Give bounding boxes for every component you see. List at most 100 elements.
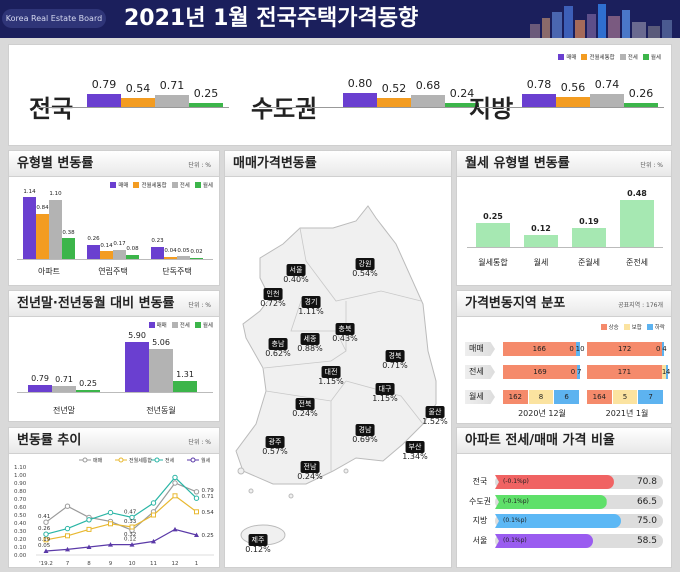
region-name: 지방 bbox=[469, 95, 514, 123]
legend-label: 전월세통합 bbox=[129, 457, 152, 464]
distribution-segment: 166 bbox=[503, 342, 576, 356]
value-label: 0.71 bbox=[159, 78, 185, 92]
legend-item: 보합 bbox=[623, 323, 642, 331]
map-region-value: 1.15% bbox=[372, 394, 398, 403]
bar-value-label: 0.12 bbox=[531, 224, 551, 234]
bar-value-label: 0.04 bbox=[164, 248, 177, 255]
map-region-value: 0.43% bbox=[332, 334, 358, 343]
chart-bar bbox=[524, 235, 558, 247]
legend-item: 전세 bbox=[171, 321, 190, 329]
region-name: 수도권 bbox=[251, 95, 318, 123]
y-tick-label: 0.00 bbox=[14, 553, 27, 559]
summary-bar bbox=[411, 95, 445, 107]
map-region-value: 1.52% bbox=[422, 417, 448, 426]
ratio-fill-bar: (0.1%p) bbox=[495, 534, 594, 548]
value-label: 0.52 bbox=[381, 82, 407, 96]
chart-bar bbox=[149, 348, 173, 392]
legend-item: 매매 bbox=[558, 53, 576, 61]
category-label: 전년동월 bbox=[146, 406, 176, 415]
bar-value-label: 0.84 bbox=[36, 205, 49, 212]
data-point bbox=[151, 512, 156, 518]
x-tick-label: 10 bbox=[129, 561, 136, 567]
map-region-name: 경기 bbox=[301, 296, 321, 308]
summary-legend: 매매 전월세통합 전세 월세 bbox=[558, 53, 661, 61]
summary-bar bbox=[121, 97, 155, 107]
bar-value-label: 0.71 bbox=[55, 374, 73, 384]
category-label: 월세통합 bbox=[478, 258, 508, 267]
korea-map bbox=[235, 205, 437, 546]
chart-bar bbox=[100, 251, 113, 259]
chart-bar bbox=[476, 222, 510, 247]
ratio-panel: 아파트 전세/매매 가격 비율 전국 (-0.1%p) 70.8 수도권 (-0.1%p… bbox=[456, 427, 672, 568]
bar-value-label: 0.19 bbox=[579, 217, 599, 227]
y-tick-label: 0.90 bbox=[14, 481, 27, 487]
y-tick-label: 0.40 bbox=[14, 521, 27, 527]
data-label: 0.05 bbox=[38, 543, 51, 549]
data-point bbox=[65, 546, 70, 552]
x-tick-label: 7 bbox=[66, 561, 70, 567]
map-region-name: 광주 bbox=[265, 436, 285, 448]
y-tick-label: 0.10 bbox=[14, 545, 27, 551]
series-line bbox=[45, 476, 197, 535]
legend-item: 전세 bbox=[619, 53, 638, 61]
period-label: 2021년 1월 bbox=[605, 409, 649, 418]
distribution-segment: 10 bbox=[575, 342, 585, 356]
data-point bbox=[43, 548, 49, 553]
chart-bar bbox=[76, 389, 100, 392]
summary-bar bbox=[87, 93, 121, 107]
distribution-segment: 169 bbox=[503, 365, 577, 379]
legend-item: 월세 bbox=[194, 321, 213, 329]
data-point bbox=[129, 542, 135, 547]
map-region-name: 경북 bbox=[385, 350, 405, 362]
chart-legend: 매매 전월세통합 전세 월세 bbox=[110, 181, 213, 189]
baseline bbox=[477, 107, 664, 108]
legend-marker bbox=[82, 457, 88, 463]
chart-bar bbox=[62, 238, 75, 259]
data-label: 0.71 bbox=[202, 494, 214, 500]
distribution-segment: 171 bbox=[587, 365, 662, 379]
chart-bar bbox=[164, 256, 177, 259]
ratio-value: 75.0 bbox=[636, 516, 657, 526]
data-point bbox=[86, 544, 92, 549]
mainland-shape bbox=[235, 205, 437, 485]
value-label: 0.54 bbox=[125, 81, 151, 95]
panel-title: 가격변동지역 분포 bbox=[457, 291, 671, 317]
ratio-row-label: 지방 bbox=[472, 516, 488, 525]
legend-item: 전세 bbox=[171, 181, 190, 189]
rent-type-panel: 월세 유형별 변동률 단위 : % 0.25 월세통합 0.12 월세 0.19 준월세 0… bbox=[456, 150, 672, 286]
y-tick-label: 0.50 bbox=[14, 513, 27, 519]
panel-title: 아파트 전세/매매 가격 비율 bbox=[457, 428, 671, 454]
data-point bbox=[194, 532, 199, 537]
chart-bar bbox=[23, 197, 36, 259]
distribution-segment: 164 bbox=[587, 390, 612, 404]
ratio-fill-bar: (0.1%p) bbox=[495, 514, 621, 528]
category-label: 전년말 bbox=[52, 406, 76, 415]
category-label: 준월세 bbox=[577, 258, 601, 267]
panel-title: 변동률 추이 bbox=[9, 428, 219, 454]
bar-value-label: 0.25 bbox=[483, 211, 503, 221]
data-point bbox=[43, 519, 49, 525]
x-tick-label: 1 bbox=[195, 561, 199, 567]
data-label: 0.33 bbox=[124, 519, 137, 525]
map-region-value: 0.12% bbox=[245, 545, 271, 554]
distribution-segment: 8 bbox=[528, 390, 554, 404]
bar-value-label: 0.02 bbox=[190, 249, 203, 255]
panel-title: 매매가격변동률 bbox=[225, 151, 451, 177]
data-label: 0.25 bbox=[202, 533, 215, 539]
category-label: 연립주택 bbox=[98, 267, 128, 276]
summary-bar bbox=[556, 97, 590, 107]
map-region-value: 0.62% bbox=[265, 349, 291, 358]
distribution-segment: 0 bbox=[569, 345, 574, 353]
bar-value-label: 0.08 bbox=[126, 246, 139, 253]
chart-bar bbox=[36, 213, 49, 259]
data-point bbox=[86, 526, 92, 532]
data-point bbox=[64, 503, 71, 509]
summary-bar bbox=[624, 102, 658, 107]
data-point bbox=[43, 537, 49, 543]
chart-bar bbox=[125, 341, 149, 392]
value-label: 0.80 bbox=[347, 77, 373, 91]
value-label: 0.26 bbox=[628, 86, 654, 100]
distribution-segment: 172 bbox=[587, 342, 663, 356]
bar-value-label: 1.10 bbox=[49, 191, 62, 198]
map-region-value: 0.69% bbox=[352, 435, 378, 444]
